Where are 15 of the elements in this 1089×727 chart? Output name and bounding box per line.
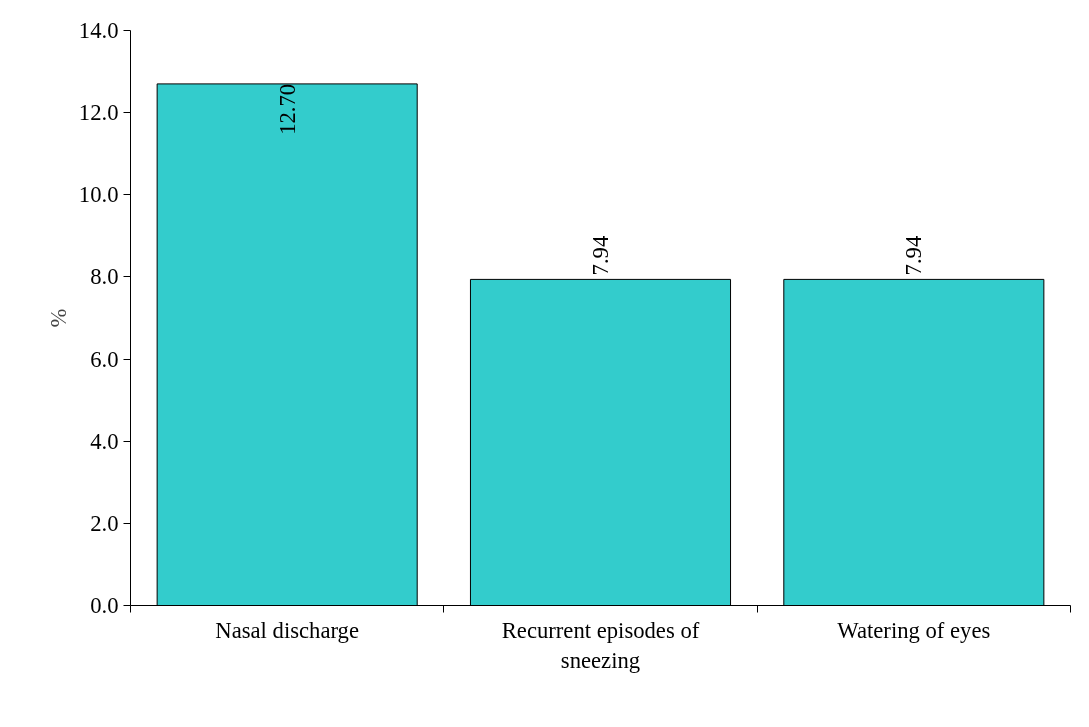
data-label: 7.94 [901,235,927,276]
x-tick-label: Recurrent episodes of sneezing [501,617,700,673]
y-tick-label: 12.0 [78,100,119,126]
y-tick-label: 0.0 [90,593,119,618]
y-tick-label: 4.0 [90,428,119,454]
y-tick-label: 10.0 [78,182,119,208]
data-label: 7.94 [588,235,613,276]
data-label: 12.70 [274,83,300,135]
y-tick-label: 8.0 [90,264,119,290]
y-axis-title: % [45,308,71,328]
y-tick-label: 6.0 [90,346,119,372]
y-tick-label: 2.0 [90,510,119,536]
x-tick-label: Nasal discharge [215,617,359,643]
x-tick-label: Watering of eyes [837,617,991,643]
y-tick-label: 14.0 [78,18,119,43]
